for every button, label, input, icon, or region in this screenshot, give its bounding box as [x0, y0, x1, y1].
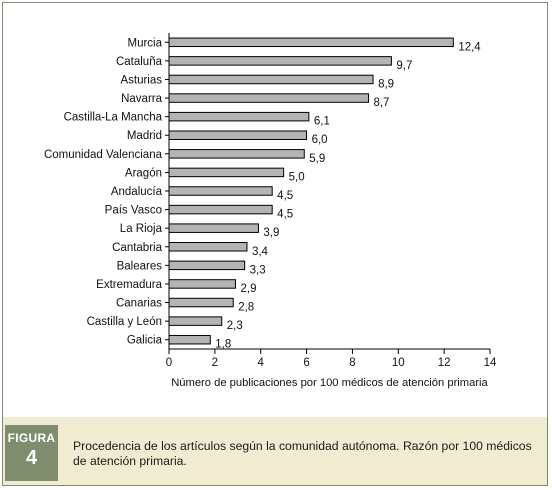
bar	[168, 242, 248, 252]
category-label: Madrid	[127, 130, 162, 142]
caption-bar: FIGURA 4 Procedencia de los artículos se…	[3, 417, 547, 485]
category-label: Canarias	[116, 298, 162, 310]
bar	[168, 186, 273, 196]
value-label: 2,9	[240, 283, 256, 295]
bar	[168, 167, 285, 178]
value-label: 12,4	[458, 41, 481, 53]
x-tick-label: 6	[303, 357, 309, 369]
value-label: 5,9	[309, 153, 325, 165]
figure-tag: FIGURA 4	[5, 425, 58, 481]
bar	[168, 56, 392, 66]
category-label: Baleares	[117, 260, 163, 272]
category-label: Aragón	[125, 167, 162, 179]
category-label: Navarra	[121, 93, 163, 105]
category-label: Extremadura	[96, 279, 162, 291]
chart-area: Murcia 12,4 Cataluña 9,7 Asturias 8,9 Navarra 8…	[3, 3, 547, 413]
bar	[168, 334, 211, 345]
bar-chart: Murcia 12,4 Cataluña 9,7 Asturias 8,9 Navarra 8…	[44, 33, 497, 389]
bar	[168, 149, 305, 159]
category-label: Castilla y León	[87, 316, 162, 328]
value-label: 3,3	[250, 264, 266, 276]
category-label: Cataluña	[116, 56, 163, 68]
bar	[168, 279, 236, 289]
value-label: 4,5	[277, 190, 293, 202]
category-label: Asturias	[120, 74, 162, 86]
bar	[168, 297, 234, 308]
figure-caption: Procedencia de los artículos según la co…	[73, 439, 532, 468]
category-label: Comunidad Valenciana	[44, 149, 163, 161]
value-label: 9,7	[396, 60, 412, 72]
value-label: 8,9	[378, 78, 394, 90]
category-label: Galicia	[127, 335, 163, 347]
bar	[168, 37, 454, 48]
x-tick-label: 12	[438, 357, 451, 369]
value-label: 2,3	[227, 320, 243, 332]
category-label: La Rioja	[120, 223, 163, 235]
x-tick-label: 10	[392, 357, 405, 369]
bar	[168, 316, 223, 326]
category-label: Castilla-La Mancha	[64, 112, 163, 124]
bar	[168, 74, 374, 85]
category-label: País Vasco	[105, 205, 162, 217]
figure-tag-number: 4	[25, 447, 38, 469]
bar	[168, 204, 273, 215]
value-label: 3,4	[252, 246, 269, 258]
bar	[168, 260, 246, 271]
value-label: 2,8	[238, 302, 254, 314]
value-label: 8,7	[373, 97, 389, 109]
x-tick-label: 0	[166, 357, 172, 369]
x-tick-label: 4	[258, 357, 265, 369]
x-tick-label: 2	[212, 357, 218, 369]
category-label: Murcia	[127, 37, 162, 49]
category-label: Andalucía	[111, 186, 163, 198]
value-label: 5,0	[289, 171, 305, 183]
value-label: 6,1	[314, 116, 330, 128]
value-label: 1,8	[215, 339, 231, 351]
bar	[168, 93, 369, 103]
x-tick-label: 14	[484, 357, 497, 369]
x-tick-label: 8	[349, 357, 355, 369]
value-label: 4,5	[277, 209, 293, 221]
category-label: Cantabria	[112, 242, 162, 254]
value-label: 6,0	[312, 134, 328, 146]
bar	[168, 223, 259, 233]
bar	[168, 130, 308, 140]
value-label: 3,9	[263, 227, 279, 239]
figure-frame: Murcia 12,4 Cataluña 9,7 Asturias 8,9 Navarra 8…	[2, 2, 548, 486]
bar	[168, 111, 310, 122]
figure-tag-word: FIGURA	[7, 431, 56, 445]
x-axis-title: Número de publicaciones por 100 médicos …	[171, 377, 488, 389]
